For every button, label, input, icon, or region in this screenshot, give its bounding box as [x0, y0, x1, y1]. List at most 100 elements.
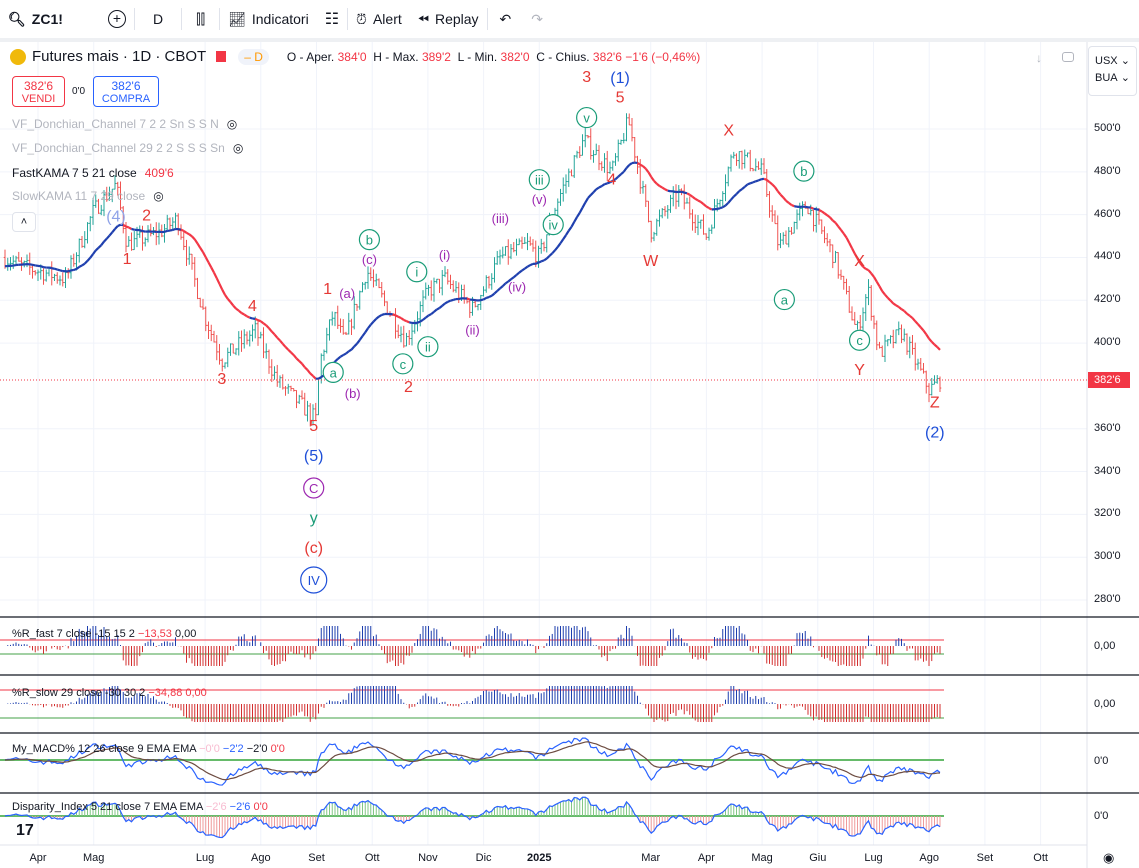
kama-line — [510, 276, 515, 281]
kama-line — [204, 256, 210, 263]
kama-line — [441, 302, 446, 307]
pane-rslow-legend[interactable]: %R_slow 29 close -30 30 2 −34,88 0,00 — [12, 687, 207, 699]
pane-value: −2'6 — [205, 801, 227, 813]
indicator-donchian-7[interactable]: VF_Donchian_Channel 7 2 2 Sn S S N ◎ — [12, 117, 237, 131]
kama-line — [738, 188, 743, 192]
symbol-title[interactable]: Futures mais · 1D · CBOT — [32, 48, 207, 65]
kama-line — [292, 354, 298, 360]
eye-off-icon[interactable]: ◎ — [226, 117, 238, 131]
wave-annotation: a — [322, 361, 344, 383]
kama-line — [369, 320, 375, 326]
sell-button[interactable]: 382'6 VENDI — [12, 76, 65, 107]
wave-circle — [392, 353, 414, 375]
flag-icon[interactable] — [216, 51, 227, 62]
kama-line — [270, 330, 276, 336]
kama-line — [507, 278, 512, 283]
pane-rfast-legend[interactable]: %R_fast 7 close -15 15 2 −13,53 0,00 — [12, 628, 196, 640]
kama-line — [851, 247, 856, 255]
kama-line — [215, 277, 221, 285]
divider — [486, 8, 488, 30]
indicators-button[interactable]: 📈︎ Indicatori — [220, 4, 317, 34]
wave-annotation: b — [358, 229, 381, 251]
maximize-icon[interactable] — [1062, 52, 1074, 62]
indicator-fastkama[interactable]: FastKAMA 7 5 21 close 409'6 — [12, 166, 174, 180]
wave-circle — [542, 214, 564, 236]
symbol-search-button[interactable]: 🔍︎ ZC1! — [0, 4, 100, 34]
compare-symbol-button[interactable]: + — [100, 4, 134, 34]
wave-label: 1 — [123, 251, 132, 268]
scroll-down-icon[interactable]: ↓ — [1036, 51, 1042, 65]
indicator-donchian-29[interactable]: VF_Donchian_Channel 29 2 2 S S S Sn ◎ — [12, 141, 243, 155]
kama-line — [865, 267, 869, 272]
unit-label: BUA — [1095, 72, 1118, 84]
settings-eye-icon[interactable]: ◉ — [1103, 850, 1115, 865]
time-axis-tick: Lug — [864, 852, 883, 864]
kama-line — [317, 376, 322, 380]
kama-line — [172, 227, 176, 232]
redo-button[interactable]: ↷ — [523, 4, 551, 34]
kama-line — [791, 203, 795, 208]
kama-line — [837, 225, 842, 231]
wave-annotation: (ii) — [465, 323, 479, 338]
kama-line — [358, 335, 364, 341]
kama-line — [708, 207, 713, 211]
wave-annotation: 3 — [217, 371, 226, 388]
replay-button[interactable]: ⏪︎ Replay — [410, 4, 487, 34]
kama-line — [587, 194, 592, 199]
alert-button[interactable]: ⏰︎ Alert — [348, 4, 410, 34]
kama-line — [589, 191, 595, 196]
chart-type-button[interactable]: ⫿⫿ — [182, 4, 219, 34]
collapse-legend-button[interactable]: ˄ — [12, 212, 36, 232]
tradingview-logo[interactable]: 17 — [16, 822, 34, 839]
kama-line — [254, 317, 259, 322]
wave-label: (c) — [362, 252, 377, 267]
wave-label: 1 — [323, 281, 332, 298]
kama-line — [488, 294, 493, 299]
unit-select[interactable]: BUA ⌄ — [1095, 72, 1130, 84]
layouts-button[interactable]: ☷ — [317, 4, 347, 34]
pane-value: −34,88 — [148, 687, 183, 699]
kama-line — [364, 327, 369, 333]
kama-line — [433, 308, 438, 313]
kama-line — [601, 183, 606, 188]
kama-line — [196, 242, 202, 249]
pane-disparity-legend[interactable]: Disparity_Index 5 21 close 7 EMA EMA −2'… — [12, 801, 268, 813]
eye-off-icon[interactable]: ◎ — [153, 189, 164, 203]
kama-line — [232, 304, 237, 310]
pane-macd-legend[interactable]: My_MACD% 12 26 close 9 EMA EMA −0'0 −2'2… — [12, 743, 285, 755]
wave-annotation: c — [848, 329, 871, 351]
eye-off-icon[interactable]: ◎ — [232, 141, 244, 155]
kama-line — [845, 237, 851, 244]
currency-label: USX — [1095, 55, 1118, 67]
change-value: −1'6 (−0,46%) — [625, 49, 701, 64]
kama-line — [342, 352, 347, 357]
kama-line — [689, 193, 694, 198]
interval-button[interactable]: D — [135, 4, 181, 34]
pane-axis-tick: 0'0 — [1094, 755, 1109, 767]
top-toolbar: 🔍︎ ZC1! + D ⫿⫿ 📈︎ Indicatori ☷ ⏰︎ Alert ⏪︎ R… — [0, 0, 1139, 38]
pane-value: 0'0 — [270, 743, 285, 755]
kama-line — [906, 312, 911, 317]
time-axis-tick: Ott — [364, 852, 380, 864]
kama-line — [409, 321, 413, 325]
currency-select[interactable]: USX ⌄ — [1095, 50, 1130, 72]
kama-line — [774, 186, 779, 192]
kama-line — [207, 261, 213, 268]
kama-line — [672, 190, 677, 194]
indicator-slowkama[interactable]: SlowKAMA 11 7 29 close ◎ — [12, 189, 164, 203]
kama-line — [702, 203, 707, 208]
kama-line — [664, 188, 669, 192]
kama-line — [103, 237, 108, 243]
kama-line — [403, 318, 407, 323]
buy-button[interactable]: 382'6 COMPRA — [93, 76, 159, 107]
market-status-badge[interactable]: – D — [238, 48, 269, 65]
undo-button[interactable]: ↶ — [488, 4, 524, 34]
wave-annotation: (4) — [106, 209, 126, 226]
wave-annotation: (5) — [304, 448, 324, 465]
kama-line — [425, 314, 430, 319]
macd-signal-line — [4, 741, 941, 781]
kama-line — [595, 186, 600, 191]
wave-annotation: (c) — [362, 252, 377, 267]
kama-line — [466, 297, 471, 301]
